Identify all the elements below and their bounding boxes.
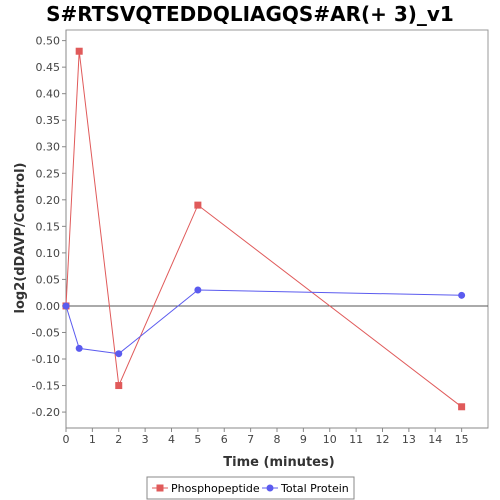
x-tick-label: 11	[349, 433, 363, 446]
x-tick-label: 12	[376, 433, 390, 446]
data-point	[458, 291, 466, 299]
legend-item: Phosphopeptide	[152, 482, 260, 495]
y-tick-label: -0.15	[32, 380, 60, 393]
series-layer	[62, 47, 466, 411]
x-tick-label: 15	[455, 433, 469, 446]
x-axis: 0 1 2 3 4 5 6 7 8 9 10 11 12 13 14 15	[63, 427, 488, 446]
data-point	[115, 350, 123, 358]
x-tick-label: 13	[402, 433, 416, 446]
y-tick-label: 0.30	[36, 141, 61, 154]
series-total-protein	[62, 286, 466, 358]
data-point	[62, 302, 70, 310]
x-tick-label: 0	[63, 433, 70, 446]
x-axis-title: Time (minutes)	[223, 455, 334, 470]
y-tick-label: 0.00	[36, 300, 61, 313]
x-tick-label: 5	[194, 433, 201, 446]
y-tick-label: 0.35	[36, 114, 61, 127]
legend-marker	[266, 484, 274, 492]
chart-title: S#RTSVQTEDDQLIAGQS#AR(+ 3)_v1	[46, 2, 454, 26]
x-tick-label: 14	[428, 433, 442, 446]
y-tick-label: -0.05	[32, 326, 60, 339]
x-tick-label: 7	[247, 433, 254, 446]
legend-box	[146, 476, 355, 500]
plot-area	[65, 29, 489, 429]
data-point	[458, 403, 466, 411]
x-tick-label: 6	[221, 433, 228, 446]
y-axis: 0.50 0.45 0.40 0.35 0.30 0.25 0.20 0.15 0.10 0.05…	[32, 30, 67, 428]
y-tick-label: -0.10	[32, 353, 60, 366]
y-tick-label: -0.20	[32, 406, 60, 419]
data-point	[115, 382, 123, 390]
data-point	[194, 286, 202, 294]
y-tick-label: 0.50	[36, 35, 61, 48]
y-tick-label: 0.05	[36, 273, 61, 286]
x-tick-label: 9	[300, 433, 307, 446]
y-tick-label: 0.20	[36, 194, 61, 207]
y-tick-label: 0.40	[36, 88, 61, 101]
legend-item: Total Protein	[262, 482, 349, 495]
x-tick-label: 8	[274, 433, 281, 446]
y-tick-label: 0.15	[36, 220, 61, 233]
y-tick-label: 0.25	[36, 167, 61, 180]
data-point	[194, 201, 202, 209]
y-axis-title: log2(dDAVP/Control)	[13, 163, 28, 314]
x-tick-label: 1	[89, 433, 96, 446]
x-tick-label: 3	[142, 433, 149, 446]
legend: Phosphopeptide Total Protein	[146, 476, 355, 500]
y-tick-label: 0.45	[36, 61, 61, 74]
legend-marker	[156, 484, 164, 492]
data-point	[75, 47, 83, 55]
legend-label: Phosphopeptide	[171, 482, 260, 495]
x-tick-label: 10	[323, 433, 337, 446]
x-tick-label: 4	[168, 433, 175, 446]
data-point	[75, 344, 83, 352]
x-tick-label: 2	[115, 433, 122, 446]
y-tick-label: 0.10	[36, 247, 61, 260]
legend-label: Total Protein	[280, 482, 349, 495]
